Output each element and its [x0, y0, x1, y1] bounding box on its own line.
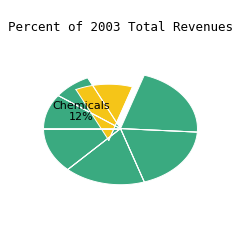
Polygon shape — [68, 128, 144, 185]
Polygon shape — [120, 128, 197, 182]
Polygon shape — [44, 128, 120, 170]
Polygon shape — [76, 84, 133, 140]
Polygon shape — [44, 96, 120, 128]
Text: Chemicals
12%: Chemicals 12% — [52, 101, 110, 122]
Title: Percent of 2003 Total Revenues: Percent of 2003 Total Revenues — [8, 21, 233, 34]
Polygon shape — [58, 78, 120, 128]
Polygon shape — [120, 75, 197, 132]
